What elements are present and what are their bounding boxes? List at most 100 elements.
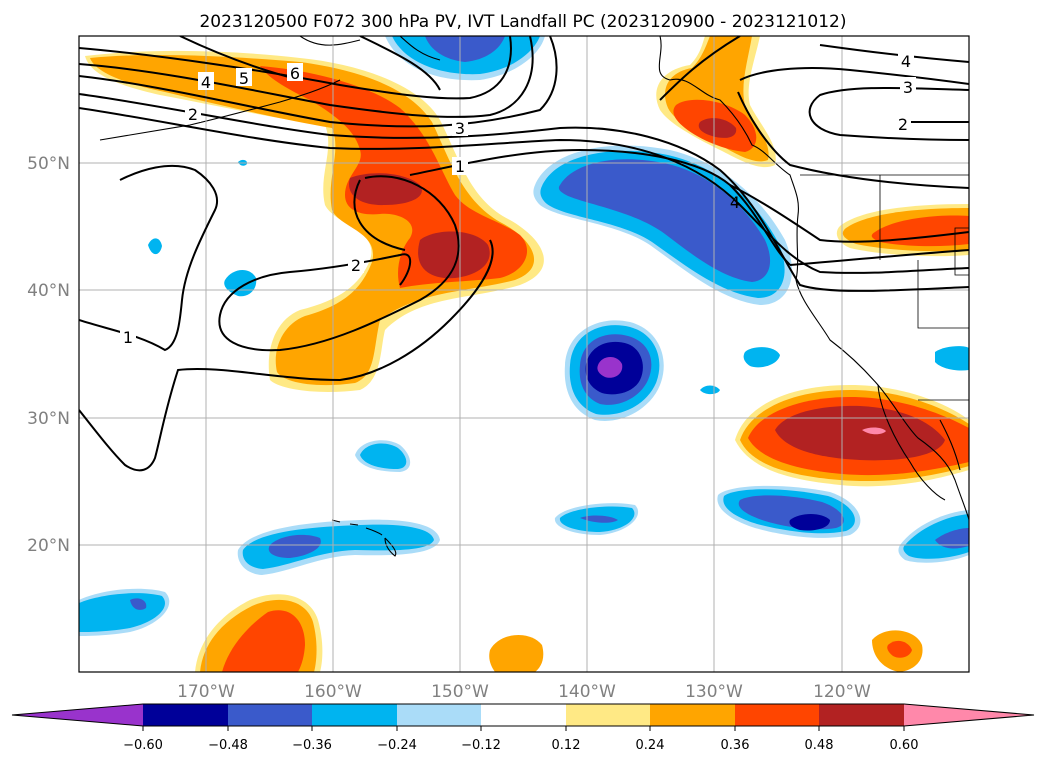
colorbar-bin-1: [143, 704, 228, 726]
pv-neg-trough-036: [558, 159, 771, 282]
pv-positive-anomalies: [85, 36, 969, 672]
pv-pos-sw-036: [222, 610, 305, 672]
contour-north: [179, 36, 301, 81]
pv-pos-core-048-b: [418, 231, 490, 279]
colorbar-tick-label: 0.48: [805, 738, 834, 753]
colorbar-tick-label: −0.24: [377, 738, 417, 753]
contour-ne-3-loop: [808, 86, 969, 141]
pv-neg-se-048: [789, 514, 830, 531]
pv-pos-ne-036: [871, 215, 969, 247]
lon-label-140w: 140°W: [558, 682, 616, 702]
contour-label-north-6: 6: [290, 64, 300, 83]
contour-2-loop: [218, 175, 460, 352]
state-borders: [879, 175, 969, 401]
contour-label-north-5: 5: [239, 69, 249, 88]
colorbar-bin-2: [228, 704, 312, 726]
colorbar-tick-label: 0.12: [552, 738, 581, 753]
colorbar-tick-label: 0.60: [890, 738, 919, 753]
colorbar-tick-label: 0.36: [721, 738, 750, 753]
lat-label-50: 50°N: [27, 154, 70, 174]
contour-6: [79, 36, 512, 100]
colorbar-tick-label: −0.36: [292, 738, 332, 753]
colorbar-bin-4: [397, 704, 481, 726]
colorbar-bin-5: [481, 704, 566, 726]
contour-4-a: [79, 36, 558, 128]
gridlines: [79, 36, 969, 672]
lon-label-130w: 130°W: [685, 682, 743, 702]
contour-label-group: 1 2 2 4 5 6 3 1 4 3 2 4: [120, 51, 916, 347]
colorbar-bin-8: [735, 704, 819, 726]
contour-1-sw: [79, 239, 494, 472]
contour-label-ne-2: 2: [898, 115, 908, 134]
contour-5: [79, 36, 534, 118]
map-content: 1 2 2 4 5 6 3 1 4 3 2 4: [79, 36, 969, 672]
map-frame: [78, 35, 970, 673]
colorbar-ticks: [142, 726, 905, 731]
pv-neg-cutoff-060: [597, 356, 623, 378]
lon-label-170w: 170°W: [177, 682, 235, 702]
longitude-labels: 170°W 160°W 150°W 140°W 130°W 120°W: [177, 682, 871, 702]
contour-1-east: [789, 249, 969, 266]
aleutian-chain: [99, 79, 341, 141]
pv-neg-small-a-024: [360, 443, 407, 469]
pv-pos-se-048: [775, 405, 945, 461]
pv-negative-anomalies: [79, 36, 969, 636]
lon-label-160w: 160°W: [304, 682, 362, 702]
pv-neg-small-b: [743, 347, 780, 368]
pv-neg-small-e: [148, 238, 162, 255]
contour-label-trough-4: 4: [730, 193, 740, 212]
ivt-contours: [79, 36, 969, 472]
contour-label-mid-1: 1: [455, 157, 465, 176]
contour-2: [79, 107, 969, 274]
pv-neg-hawaii-036: [268, 534, 321, 558]
contour-1-mid: [409, 148, 791, 266]
pv-pos-small-b-core: [887, 640, 912, 658]
pv-pos-core-048-a: [349, 173, 422, 206]
colorbar-bin-3: [312, 704, 397, 726]
contour-3: [79, 93, 969, 292]
contour-nak: [659, 36, 741, 101]
contour-label-mid-3: 3: [455, 119, 465, 138]
lon-label-120w: 120°W: [813, 682, 871, 702]
colorbar-bin-6: [566, 704, 650, 726]
contour-north-b: [359, 36, 441, 91]
colorbar-extend-high: [904, 704, 1034, 726]
pv-neg-small-f: [700, 385, 720, 395]
map-title: 2023120500 F072 300 hPa PV, IVT Landfall…: [199, 12, 846, 32]
contour-label-west-2: 2: [188, 105, 198, 124]
pv-neg-mid-036: [580, 515, 618, 523]
colorbar-tick-label: 0.24: [636, 738, 665, 753]
pv-neg-small-c: [935, 346, 969, 371]
contour-label-north-4: 4: [201, 73, 211, 92]
lat-label-30: 30°N: [27, 409, 70, 429]
contour-ne-1: [737, 91, 969, 189]
contour-loop-inner: [353, 179, 406, 251]
colorbar-extend-low: [12, 704, 143, 726]
baja-peninsula: [877, 384, 946, 501]
contour-label-ne-3: 3: [903, 78, 913, 97]
lat-label-40: 40°N: [27, 281, 70, 301]
colorbar-tick-label: −0.48: [208, 738, 248, 753]
colorbar-tick-label: −0.60: [123, 738, 163, 753]
alaska-west-coast: [299, 36, 441, 61]
colorbar-bin-7: [650, 704, 735, 726]
contour-1-west: [79, 164, 218, 352]
pv-pos-small-a: [489, 634, 544, 672]
lat-label-20: 20°N: [27, 536, 70, 556]
lon-label-150w: 150°W: [431, 682, 489, 702]
contour-label-west-1: 1: [123, 328, 133, 347]
pv-neg-w-036: [130, 598, 147, 610]
colorbar-bin-9: [819, 704, 904, 726]
colorbar: −0.60 −0.48 −0.36 −0.24 −0.12 0.12 0.24 …: [11, 703, 1035, 753]
hawaiian-islands: [331, 519, 397, 557]
contour-label-ne-4: 4: [901, 52, 911, 71]
pv-pos-alaska-048: [698, 118, 737, 138]
latitude-labels: 50°N 40°N 30°N 20°N: [27, 154, 70, 556]
contour-ne-3-top: [739, 67, 969, 85]
gulf-california: [939, 419, 961, 471]
pv-neg-bering-036: [425, 36, 505, 62]
contour-trough: [729, 184, 969, 243]
colorbar-tick-label: −0.12: [461, 738, 501, 753]
contour-label-mid-2: 2: [351, 256, 361, 275]
